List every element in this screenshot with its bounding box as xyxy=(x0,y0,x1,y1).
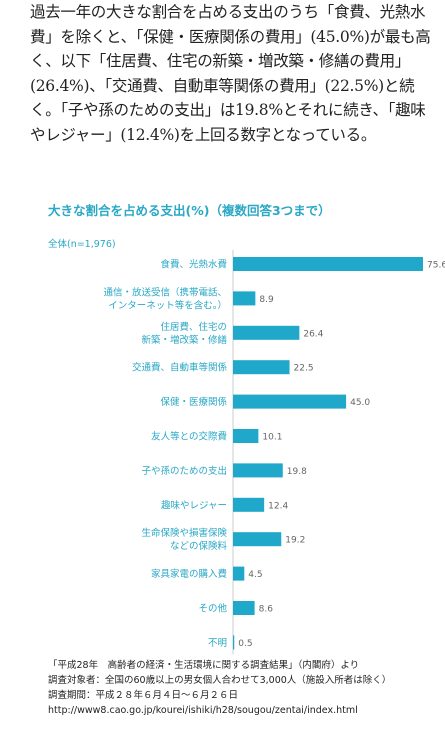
bar-value-label: 19.2 xyxy=(285,536,305,546)
intro-paragraph: 過去一年の大きな割合を占める支出のうち「食費、光熱水費」を除くと、「保健・医療関… xyxy=(30,3,431,144)
chart-footer: 「平成28年 高齢者の経済・生活環境に関する調査結果」（内閣府）より 調査対象者… xyxy=(48,658,443,718)
category-label: その他 xyxy=(198,603,227,615)
bar xyxy=(233,635,235,650)
category-label: 友人等との交際費 xyxy=(151,431,227,443)
category-label: 住居費、住宅の新築・増改築・修繕 xyxy=(141,321,227,346)
bar-value-label: 4.5 xyxy=(248,570,262,580)
bar-chart: 食費、光熱水費 75.6 通信・放送受信（携帯電話、インターネット等を含む。） 8.9… xyxy=(103,250,445,655)
category-label: 保健・医療関係 xyxy=(160,396,227,408)
bar-value-label: 26.4 xyxy=(303,329,323,339)
bar-value-label: 22.5 xyxy=(294,364,314,374)
bar-value-label: 12.4 xyxy=(268,501,288,511)
survey-period-note: 調査期間：平成２８年６月４日～６月２６日 xyxy=(48,690,239,701)
chart-title: 大きな割合を占める支出(%)（複数回答3つまで） xyxy=(48,203,331,218)
bar xyxy=(233,394,347,409)
bar xyxy=(233,532,282,547)
survey-subjects-note: 調査対象者：全国の60歳以上の男女個人合わせて3,000人（施設入所者は除く） xyxy=(48,675,392,686)
bar xyxy=(233,497,265,512)
source-note: 「平成28年 高齢者の経済・生活環境に関する調査結果」（内閣府）より xyxy=(48,660,360,671)
bar xyxy=(233,325,300,340)
category-label: 交通費、自動車等関係 xyxy=(132,362,228,374)
category-label: 通信・放送受信（携帯電話、インターネット等を含む。） xyxy=(103,286,227,311)
bar-value-label: 45.0 xyxy=(350,398,370,408)
category-label: 子や孫のための支出 xyxy=(141,465,227,477)
category-label: 趣味やレジャー xyxy=(161,499,227,511)
bar-value-label: 75.6 xyxy=(427,261,445,271)
bar xyxy=(233,291,256,306)
category-label: 家具家電の購入費 xyxy=(151,568,227,580)
bar-value-label: 19.8 xyxy=(287,467,307,477)
bar-value-label: 8.6 xyxy=(259,605,274,615)
sample-size-label: 全体(n=1,976) xyxy=(48,239,116,250)
bar-value-label: 0.5 xyxy=(238,639,252,649)
bar xyxy=(233,257,423,271)
bar xyxy=(233,566,245,581)
bar xyxy=(233,429,259,443)
bar-value-label: 8.9 xyxy=(259,295,274,305)
bar-value-label: 10.1 xyxy=(262,433,282,443)
bar xyxy=(233,360,290,375)
source-url: http://www8.cao.go.jp/kourei/ishiki/h28/… xyxy=(48,705,358,716)
category-label: 生命保険や損害保険などの保険料 xyxy=(141,527,227,552)
category-label: 食費、光熱水費 xyxy=(160,259,227,271)
bar xyxy=(233,463,283,478)
bar xyxy=(233,601,255,615)
category-label: 不明 xyxy=(208,638,227,649)
